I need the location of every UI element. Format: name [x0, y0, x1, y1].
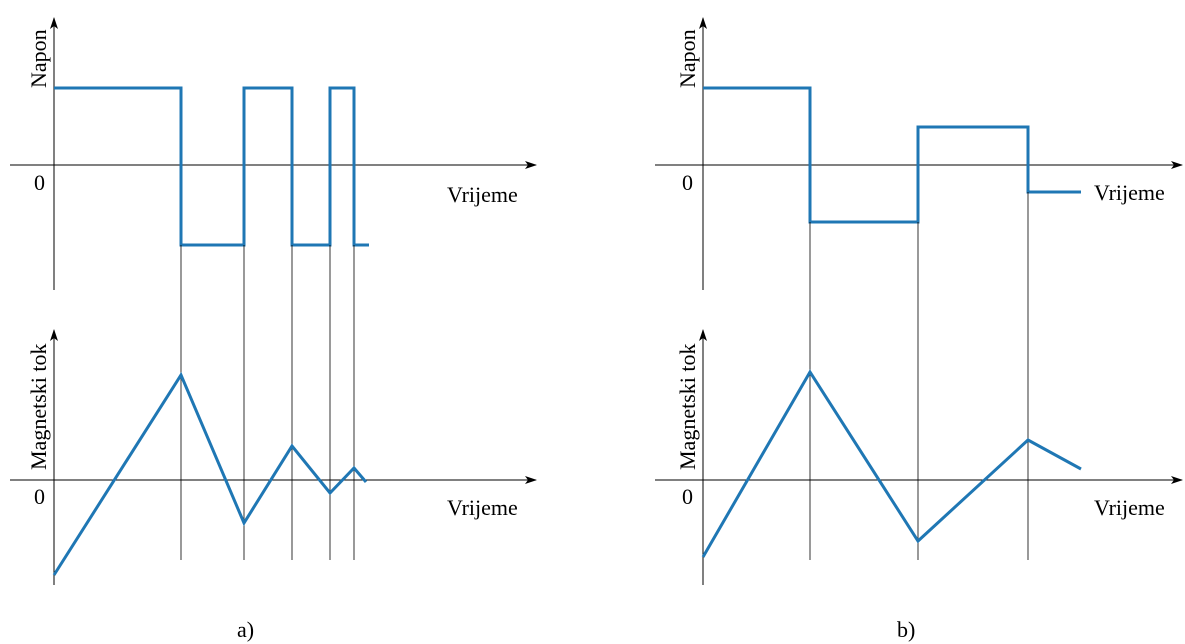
- panel-a-voltage-ylabel: Napon: [26, 29, 51, 88]
- panel-a-voltage-plot: Napon 0 Vrijeme: [10, 17, 537, 290]
- panel-a-voltage-xlabel: Vrijeme: [447, 182, 518, 207]
- panel-a-flux-zero-label: 0: [34, 484, 45, 509]
- panel-b-flux-zero-label: 0: [682, 484, 693, 509]
- panel-b-voltage-ylabel: Napon: [675, 29, 700, 88]
- panel-b-flux-ylabel: Magnetski tok: [675, 344, 700, 471]
- panel-b-flux-waveform: [701, 369, 1082, 558]
- panel-a-voltage-waveform: [54, 86, 369, 247]
- panel-b-flux-plot: Magnetski tok 0 Vrijeme: [655, 329, 1183, 585]
- panel-b-caption: b): [897, 617, 915, 642]
- panel-b-voltage-waveform: [703, 86, 1081, 224]
- panel-a-flux-waveform: [52, 371, 368, 576]
- panel-b-voltage-plot: Napon 0 Vrijeme: [655, 17, 1183, 290]
- panel-b-voltage-zero-label: 0: [682, 170, 693, 195]
- panel-a-voltage-zero-label: 0: [34, 170, 45, 195]
- panel-a: Napon 0 Vrijeme Magnetski tok 0 Vrijeme …: [10, 17, 537, 642]
- panel-b: Napon 0 Vrijeme Magnetski tok 0 Vrijeme …: [655, 17, 1183, 642]
- panel-b-flux-xlabel: Vrijeme: [1094, 495, 1165, 520]
- panel-a-flux-xlabel: Vrijeme: [447, 495, 518, 520]
- panel-b-guides: [809, 192, 1029, 560]
- panel-a-caption: a): [237, 617, 254, 642]
- panel-a-guides: [180, 245, 355, 560]
- panel-a-flux-plot: Magnetski tok 0 Vrijeme: [10, 329, 537, 585]
- panel-b-voltage-xlabel: Vrijeme: [1094, 180, 1165, 205]
- panel-a-flux-ylabel: Magnetski tok: [26, 344, 51, 471]
